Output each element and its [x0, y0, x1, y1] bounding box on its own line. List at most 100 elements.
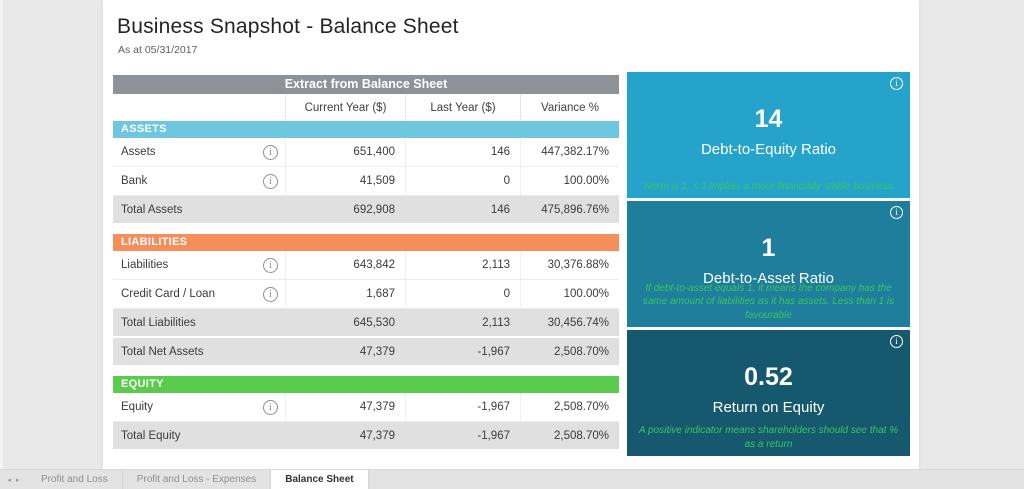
kpi-label: Debt-to-Asset Ratio	[703, 270, 834, 288]
table-row[interactable]: Bank i 41,509 0 100.00%	[113, 167, 619, 196]
row-value-variance: 447,382.17%	[520, 138, 619, 166]
row-value-current: 645,530	[353, 316, 395, 329]
row-label: Total Equity	[121, 429, 181, 442]
table-body: ASSETS Assets i 651,400 146 447,382.17% Bank i 4…	[113, 121, 619, 451]
table-title: Extract from Balance Sheet	[113, 75, 619, 94]
row-value-last: 146	[405, 138, 520, 166]
kpi-label: Debt-to-Equity Ratio	[700, 141, 837, 159]
kpi-value: 0.52	[744, 362, 793, 391]
row-value-current: 1,687	[285, 280, 405, 308]
row-label: Bank	[121, 175, 148, 187]
page-title: Business Snapshot - Balance Sheet	[117, 15, 459, 38]
tab-balance-sheet[interactable]: Balance Sheet	[271, 470, 369, 489]
row-label-cell: Assets i	[113, 138, 285, 166]
left-pane-edge	[0, 0, 3, 470]
info-icon[interactable]: i	[890, 335, 903, 348]
info-icon[interactable]: i	[890, 206, 903, 219]
table-row[interactable]: Total Liabilities 645,530 2,113 30,456.74%	[113, 309, 619, 338]
row-value-current: 643,842	[285, 251, 405, 279]
row-value-variance: 2,508.70%	[554, 429, 609, 442]
tab-next-arrow-icon[interactable]: ▸	[16, 476, 20, 484]
row-value-last: 146	[490, 203, 510, 216]
table-row[interactable]: Assets i 651,400 146 447,382.17%	[113, 138, 619, 167]
kpi-cards: i 14 Debt-to-Equity Ratio Norm is 1, < 1 im…	[627, 72, 910, 456]
kpi-note: Norm is 1, < 1 implies a more financiall…	[644, 180, 893, 192]
row-value-variance: 30,456.74%	[547, 316, 609, 329]
row-value-current: 47,379	[285, 393, 405, 421]
row-value-current: 41,509	[285, 167, 405, 195]
info-icon[interactable]: i	[263, 399, 278, 415]
row-value-last: -1,967	[477, 345, 510, 358]
tab-profit-and-loss[interactable]: Profit and Loss	[27, 470, 123, 489]
row-label-cell: Bank i	[113, 167, 285, 195]
tab-prev-arrow-icon[interactable]: ◂	[7, 476, 11, 484]
section-header-equity: EQUITY	[113, 376, 619, 393]
table-row[interactable]: Total Net Assets 47,379 -1,967 2,508.70%	[113, 338, 619, 367]
table-column-headers: Current Year ($) Last Year ($) Variance …	[113, 94, 619, 121]
column-header-last-year[interactable]: Last Year ($)	[405, 94, 520, 121]
info-icon[interactable]: i	[263, 286, 278, 302]
table-row[interactable]: Liabilities i 643,842 2,113 30,376.88%	[113, 251, 619, 280]
kpi-note: If debt-to-asset equals 1, it means the …	[642, 282, 895, 321]
row-label: Total Liabilities	[121, 316, 196, 329]
report-page: Business Snapshot - Balance Sheet As at …	[103, 0, 919, 470]
row-value-variance: 475,896.76%	[541, 203, 609, 216]
row-label: Equity	[121, 401, 153, 413]
kpi-card-return-on-equity[interactable]: i 0.52 Return on Equity A positive indicato…	[627, 330, 910, 456]
tab-profit-and-loss-expenses[interactable]: Profit and Loss - Expenses	[123, 470, 272, 489]
info-icon[interactable]: i	[263, 144, 278, 160]
row-label-cell: Total Assets	[113, 196, 285, 223]
row-value-current: 651,400	[285, 138, 405, 166]
table-section-equity: EQUITY Equity i 47,379 -1,967 2,508.70% Total …	[113, 376, 619, 451]
kpi-note: A positive indicator means shareholders …	[638, 425, 899, 450]
kpi-value: 1	[761, 233, 776, 262]
kpi-card-debt-to-equity-ratio[interactable]: i 14 Debt-to-Equity Ratio Norm is 1, < 1 im…	[627, 72, 910, 198]
row-label-cell: Credit Card / Loan i	[113, 280, 285, 308]
section-header-assets: ASSETS	[113, 121, 619, 138]
kpi-label: Return on Equity	[712, 399, 825, 417]
row-value-last: 2,113	[482, 316, 510, 329]
row-value-variance: 2,508.70%	[554, 345, 609, 358]
row-value-variance: 2,508.70%	[520, 393, 619, 421]
row-value-last: 2,113	[405, 251, 520, 279]
row-value-variance: 100.00%	[520, 167, 619, 195]
row-value-last: 0	[405, 280, 520, 308]
kpi-value: 14	[754, 104, 783, 133]
row-label-cell: Liabilities i	[113, 251, 285, 279]
row-label: Assets	[121, 146, 156, 158]
row-label-cell: Total Equity	[113, 422, 285, 449]
kpi-card-debt-to-asset-ratio[interactable]: i 1 Debt-to-Asset Ratio If debt-to-asset eq…	[627, 201, 910, 327]
table-section-assets: ASSETS Assets i 651,400 146 447,382.17% Bank i 4…	[113, 121, 619, 225]
table-row[interactable]: Total Equity 47,379 -1,967 2,508.70%	[113, 422, 619, 451]
tab-nav-arrows: ◂ ▸	[0, 470, 27, 489]
section-header-liabilities: LIABILITIES	[113, 234, 619, 251]
info-icon[interactable]: i	[263, 173, 278, 189]
row-label: Total Net Assets	[121, 345, 204, 358]
table-section-liabilities: LIABILITIES Liabilities i 643,842 2,113 30,37…	[113, 234, 619, 367]
row-value-last: -1,967	[477, 429, 510, 442]
row-label: Total Assets	[121, 203, 183, 216]
row-label: Liabilities	[121, 259, 169, 271]
row-label-cell: Total Net Assets	[113, 338, 285, 365]
row-value-current: 47,379	[359, 429, 395, 442]
row-value-current: 47,379	[359, 345, 395, 358]
info-icon[interactable]: i	[263, 257, 278, 273]
info-icon[interactable]: i	[890, 77, 903, 90]
row-value-variance: 100.00%	[520, 280, 619, 308]
table-row[interactable]: Equity i 47,379 -1,967 2,508.70%	[113, 393, 619, 422]
row-label-cell: Equity i	[113, 393, 285, 421]
page-subtitle: As at 05/31/2017	[118, 44, 198, 56]
row-value-current: 692,908	[353, 203, 395, 216]
row-label: Credit Card / Loan	[121, 288, 215, 300]
row-value-last: -1,967	[405, 393, 520, 421]
table-row[interactable]: Credit Card / Loan i 1,687 0 100.00%	[113, 280, 619, 309]
table-row[interactable]: Total Assets 692,908 146 475,896.76%	[113, 196, 619, 225]
balance-sheet-table: Extract from Balance Sheet Current Year …	[113, 75, 619, 451]
row-value-variance: 30,376.88%	[520, 251, 619, 279]
page-tab-bar: ◂ ▸ Profit and Loss Profit and Loss - Exp…	[0, 469, 1024, 489]
column-header-blank	[113, 94, 285, 121]
row-label-cell: Total Liabilities	[113, 309, 285, 336]
column-header-current-year[interactable]: Current Year ($)	[285, 94, 405, 121]
column-header-variance[interactable]: Variance %	[520, 94, 619, 121]
